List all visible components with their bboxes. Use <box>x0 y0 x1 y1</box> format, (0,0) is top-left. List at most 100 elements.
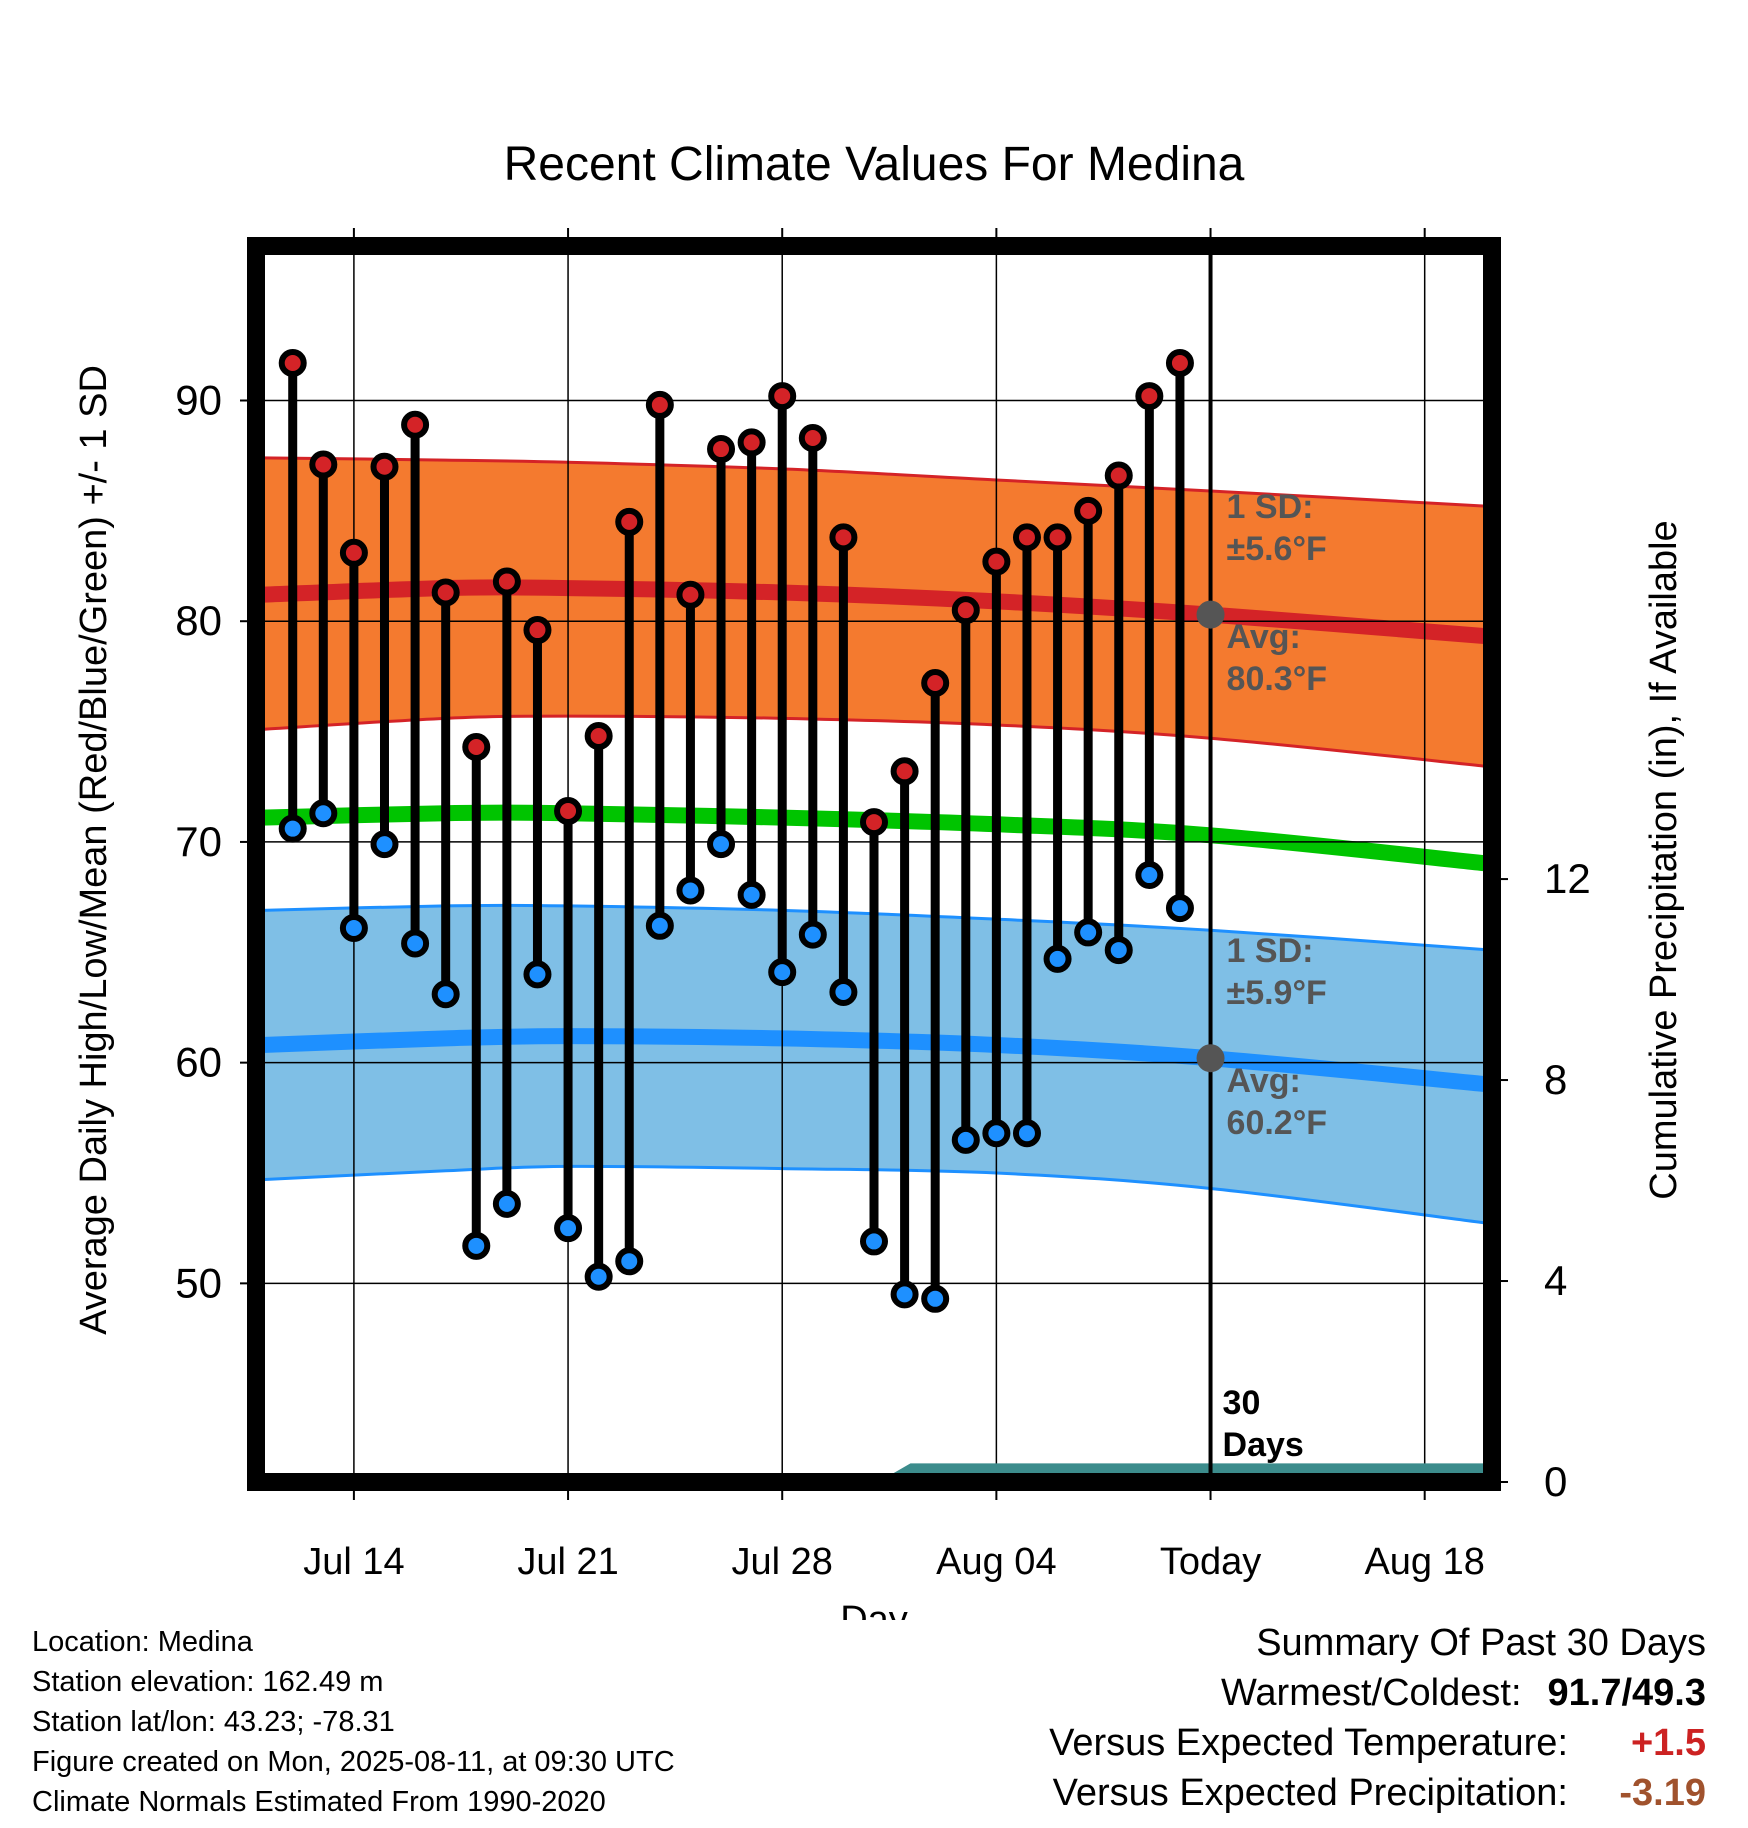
low-point <box>1074 918 1103 947</box>
low-point <box>1104 936 1133 965</box>
low-point <box>401 929 430 958</box>
high-point <box>860 808 888 837</box>
high-point <box>982 547 1011 576</box>
high-point <box>431 578 460 607</box>
high-point <box>1074 496 1103 525</box>
low-avg-label: Avg: <box>1227 1062 1301 1100</box>
summary-precip: Versus Expected Precipitation: -3.19 <box>1049 1768 1706 1818</box>
precip-value: -3.19 <box>1619 1772 1706 1814</box>
high-point <box>707 435 736 464</box>
station-info: Location: Medina Station elevation: 162.… <box>32 1622 675 1822</box>
y-tick-label: 70 <box>175 818 222 865</box>
low-point <box>798 920 827 949</box>
y-tick-label: 50 <box>175 1259 222 1306</box>
warm-cold-value: 91.7/49.3 <box>1547 1672 1706 1714</box>
high-point <box>1135 382 1164 411</box>
location-text: Location: Medina <box>32 1626 253 1658</box>
high-point <box>676 580 705 609</box>
high-point <box>1165 348 1194 377</box>
low-point <box>462 1231 491 1260</box>
x-tick-label: Jul 14 <box>303 1541 404 1583</box>
low-point <box>645 911 674 940</box>
days-word-label: Days <box>1223 1426 1304 1464</box>
high-sd-label: 1 SD: <box>1227 488 1314 526</box>
annotations: 1 SD: ±5.6°F Avg: 80.3°F 1 SD: ±5.9°F Avg: 60.2… <box>1196 488 1328 1464</box>
low-point <box>951 1125 980 1154</box>
high-point <box>492 567 521 596</box>
x-tick-label: Aug 04 <box>936 1541 1056 1583</box>
low-point <box>309 799 338 828</box>
summary-temp: Versus Expected Temperature: +1.5 <box>1049 1718 1706 1768</box>
daily-points <box>278 348 1194 1313</box>
y2-tick-label: 8 <box>1544 1056 1567 1103</box>
low-point <box>278 814 307 843</box>
high-point <box>278 348 307 377</box>
y-tick-label: 80 <box>175 597 222 644</box>
low-point <box>1135 861 1164 890</box>
low-sd-lower-line <box>262 1164 1492 1226</box>
low-point <box>1043 944 1072 973</box>
low-point <box>829 978 858 1007</box>
high-point <box>523 616 552 645</box>
low-avg-line <box>261 1028 1492 1093</box>
low-point <box>492 1189 521 1218</box>
high-point <box>768 382 797 411</box>
low-point <box>584 1262 613 1291</box>
high-point <box>921 669 950 698</box>
high-sd-value: ±5.6°F <box>1227 530 1327 568</box>
y2-tick-label: 4 <box>1544 1257 1567 1304</box>
normals-text: Climate Normals Estimated From 1990-2020 <box>32 1786 606 1818</box>
climate-chart: Recent Climate Values For Medina 1 SD: ±5… <box>73 138 1685 1620</box>
high-point <box>370 452 399 481</box>
low-point <box>554 1214 583 1243</box>
high-point <box>584 721 613 750</box>
x-tick-label: Aug 18 <box>1364 1541 1484 1583</box>
days-count-label: 30 <box>1223 1384 1261 1422</box>
summary-title: Summary Of Past 30 Days <box>1256 1622 1706 1664</box>
high-point <box>462 733 491 762</box>
high-point <box>829 523 858 552</box>
precip-label: Versus Expected Precipitation: <box>1052 1772 1568 1814</box>
low-point <box>707 830 736 859</box>
high-point <box>951 596 980 625</box>
summary-panel: Summary Of Past 30 Days Warmest/Coldest:… <box>1049 1618 1706 1818</box>
high-point <box>615 507 644 536</box>
high-point <box>1104 461 1133 490</box>
high-point <box>339 538 368 567</box>
x-tick-label: Jul 21 <box>517 1541 618 1583</box>
high-point <box>554 797 583 826</box>
low-point <box>676 876 705 905</box>
high-point <box>890 757 919 786</box>
y2-axis-label: Cumulative Precipitation (in), If Availa… <box>1643 520 1685 1199</box>
plot-frame <box>247 237 1501 1491</box>
low-point <box>370 830 399 859</box>
high-avg-label: Avg: <box>1227 618 1301 656</box>
high-point <box>309 450 338 479</box>
y-tick-label: 60 <box>175 1039 222 1086</box>
high-point <box>798 424 827 453</box>
low-point <box>1012 1119 1041 1148</box>
latlon-text: Station lat/lon: 43.23; -78.31 <box>32 1706 395 1738</box>
high-point <box>1043 523 1072 552</box>
chart-title: Recent Climate Values For Medina <box>504 138 1245 191</box>
low-point <box>737 880 766 909</box>
axes: 50 60 70 80 90 0 4 8 12 Jul 14 Jul 21 Jul 28 Aug 04 T… <box>175 228 1591 1583</box>
high-point <box>645 390 674 419</box>
y-axis-label: Average Daily High/Low/Mean (Red/Blue/Gr… <box>73 365 115 1335</box>
summary-warm-cold: Warmest/Coldest: 91.7/49.3 <box>1049 1668 1706 1718</box>
high-avg-value: 80.3°F <box>1227 660 1328 698</box>
low-point <box>339 914 368 943</box>
low-sd-label: 1 SD: <box>1227 932 1314 970</box>
high-point <box>737 428 766 457</box>
low-point <box>1165 894 1194 923</box>
x-tick-label: Jul 28 <box>732 1541 833 1583</box>
warm-cold-label: Warmest/Coldest: <box>1220 1672 1522 1714</box>
low-point <box>860 1227 888 1256</box>
low-point <box>615 1247 644 1276</box>
x-axis-label: Day <box>840 1599 908 1620</box>
y2-tick-label: 0 <box>1544 1458 1567 1505</box>
low-point <box>890 1280 919 1309</box>
low-point <box>982 1119 1011 1148</box>
high-sd-band <box>262 457 1492 767</box>
temp-value: +1.5 <box>1630 1722 1706 1764</box>
